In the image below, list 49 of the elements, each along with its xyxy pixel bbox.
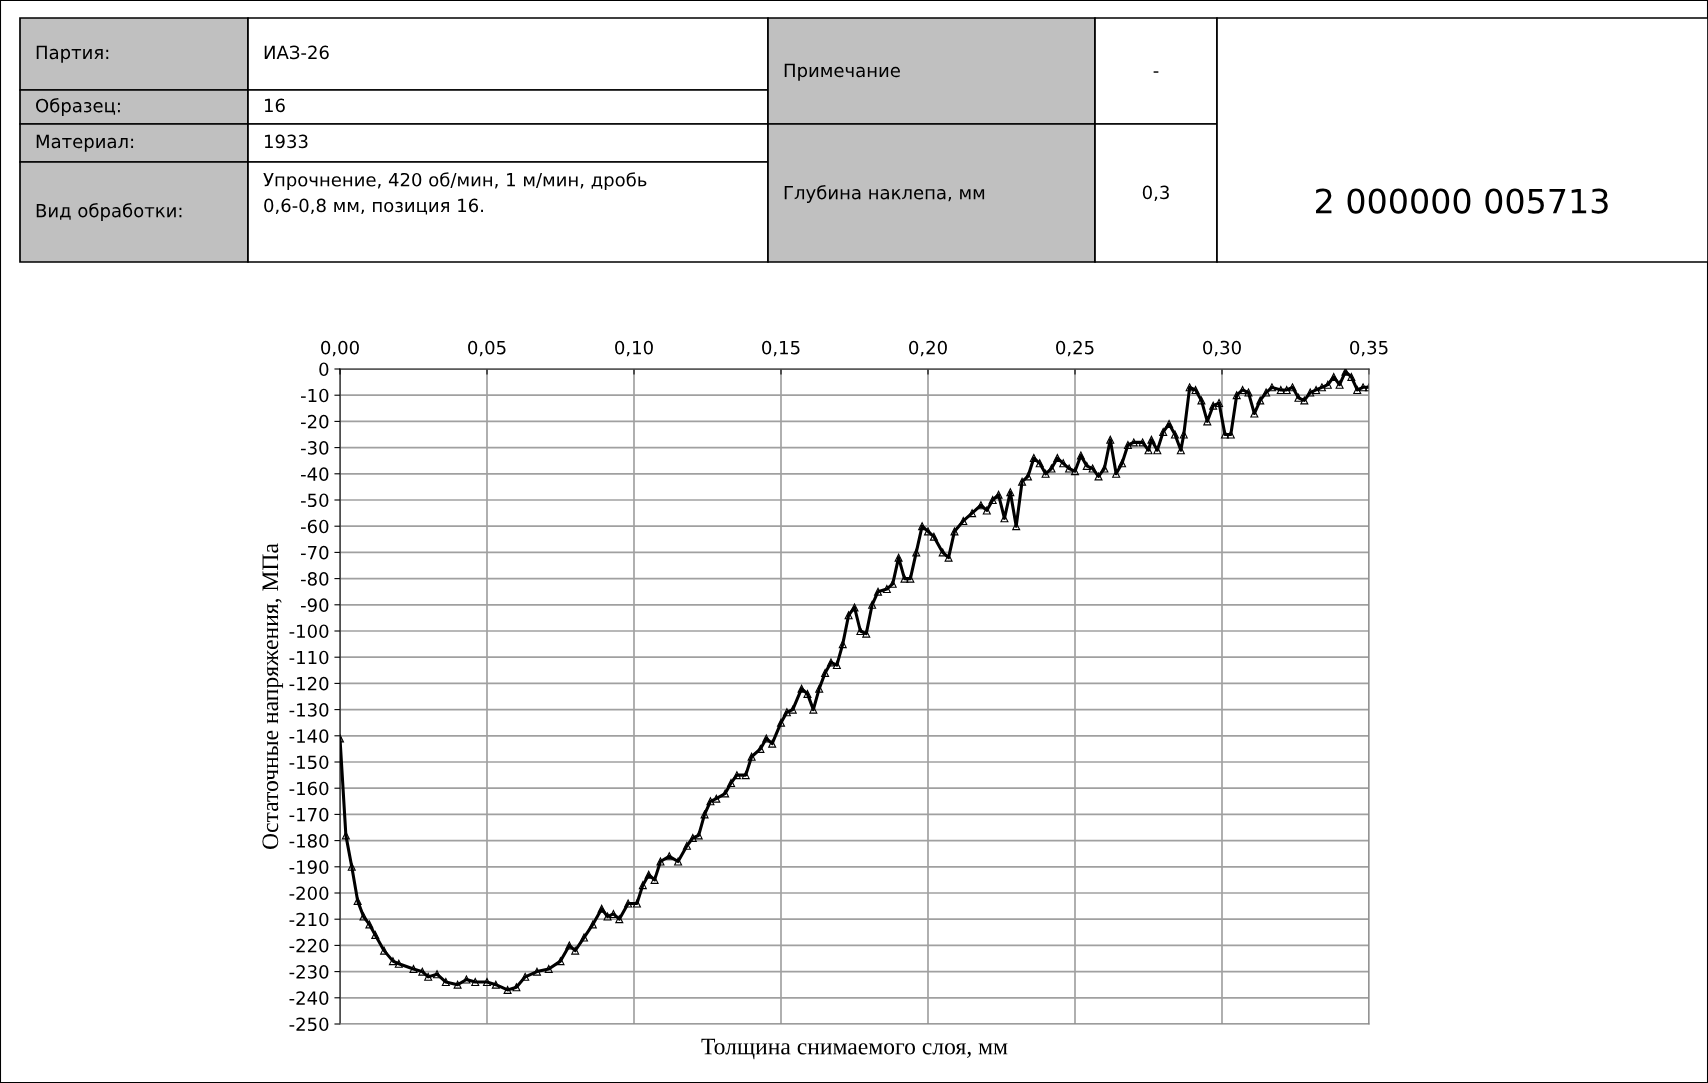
y-tick-label: -110 [289,650,329,665]
text: ИАЗ-26 [264,45,329,60]
x-tick-label: 0,35 [1350,340,1388,357]
y-tick-label: -220 [289,938,329,953]
x-tick-label: 0,15 [762,340,800,357]
x-tick-label: 0,10 [615,340,653,357]
text: Упрочнение, 420 об/мин, 1 м/мин, дробь 0,6-0,8 мм, позиция 16. [263,172,647,215]
y-tick-label: -20 [300,414,329,429]
text: Примечание [784,63,900,81]
y-tick-label: -100 [289,624,329,639]
y-tick-label: -170 [289,807,329,822]
text: 1933 [264,134,308,149]
y-tick-label: 0 [319,362,329,377]
text: 16 [264,98,285,113]
y-tick-label: -10 [300,388,329,403]
text: 2 000000 005713 [1315,188,1608,214]
y-tick-label: -200 [289,886,329,901]
x-tick-label: 0,00 [321,340,359,357]
y-tick-label: -190 [289,860,329,874]
y-tick-label: -30 [300,441,329,455]
y-tick-label: -50 [300,493,329,508]
y-tick-label: -90 [300,598,329,612]
y-tick-label: -240 [289,991,329,1005]
text: Партия: [36,45,109,63]
y-tick-label: -250 [289,1017,329,1032]
y-tick-label: -60 [300,519,329,534]
y-tick-label: -70 [300,545,329,560]
x-tick-label: 0,30 [1203,340,1241,357]
text: Материал: [36,134,134,152]
x-axis-title: Толщина снимаемого слоя, мм [701,1038,1008,1060]
text: Вид обработки: [36,203,182,221]
text: - [1153,71,1159,73]
y-tick-label: -160 [289,781,329,796]
text: Глубина наклепа, мм [784,185,985,203]
text: Образец: [36,98,120,116]
y-tick-label: -40 [300,467,329,481]
y-tick-label: -230 [289,965,329,979]
y-tick-label: -140 [289,729,329,743]
x-tick-label: 0,25 [1056,340,1094,357]
y-axis-title: Остаточные напряжения, МПа [262,543,284,850]
x-tick-label: 0,05 [468,340,506,357]
y-tick-label: -130 [289,703,329,717]
x-tick-label: 0,20 [909,340,947,357]
y-tick-label: -210 [289,912,329,927]
y-tick-label: -150 [289,755,329,770]
y-tick-label: -120 [289,676,329,691]
text: 0,3 [1142,185,1169,202]
y-tick-label: -180 [289,834,329,848]
y-tick-label: -80 [300,572,329,586]
